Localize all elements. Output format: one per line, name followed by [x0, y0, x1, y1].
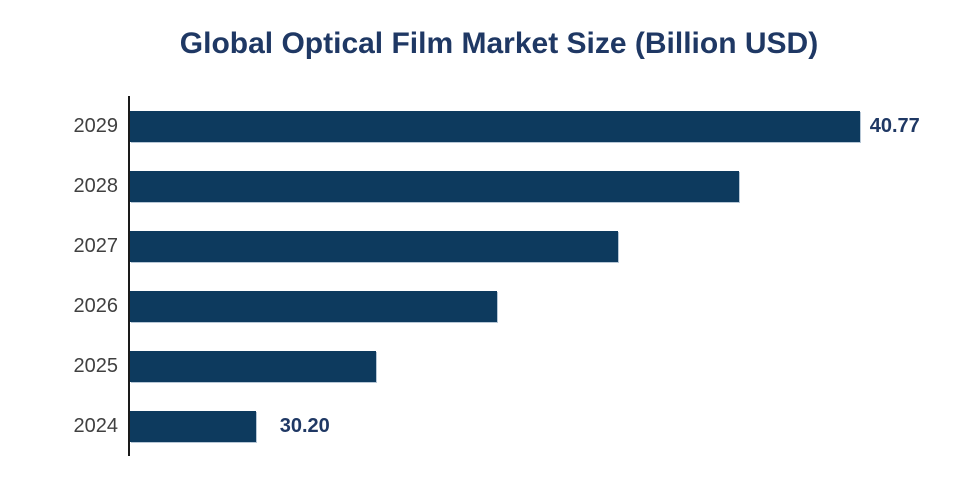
- bar-2029: [130, 110, 860, 142]
- bar-2027: [130, 230, 618, 262]
- bar-rows: 2029 40.77 2028 2027 2026 2025 2024 30.20: [74, 96, 930, 456]
- plot-area: 2029 40.77 2028 2027 2026 2025 2024 30.20: [74, 96, 930, 456]
- data-label-2024: 30.20: [279, 414, 330, 437]
- bar-2028: [130, 170, 740, 202]
- bar-2026: [130, 290, 498, 322]
- category-label: 2025: [73, 355, 119, 377]
- y-axis-line: [128, 96, 130, 456]
- bar-row-2028: 2028: [74, 156, 930, 216]
- category-label: 2028: [73, 175, 119, 197]
- category-label: 2026: [73, 295, 119, 317]
- bar-2025: [130, 350, 377, 382]
- category-label: 2029: [73, 115, 119, 137]
- chart-title: Global Optical Film Market Size (Billion…: [179, 27, 819, 60]
- category-label: 2024: [73, 415, 119, 437]
- bar-row-2029: 2029 40.77: [74, 96, 930, 156]
- data-label-2029: 40.77: [869, 114, 920, 137]
- category-label: 2027: [73, 235, 119, 257]
- bar-row-2025: 2025: [74, 336, 930, 396]
- bar-row-2024: 2024 30.20: [74, 396, 930, 456]
- bar-row-2027: 2027: [74, 216, 930, 276]
- bar-row-2026: 2026: [74, 276, 930, 336]
- bar-2024: [130, 410, 256, 442]
